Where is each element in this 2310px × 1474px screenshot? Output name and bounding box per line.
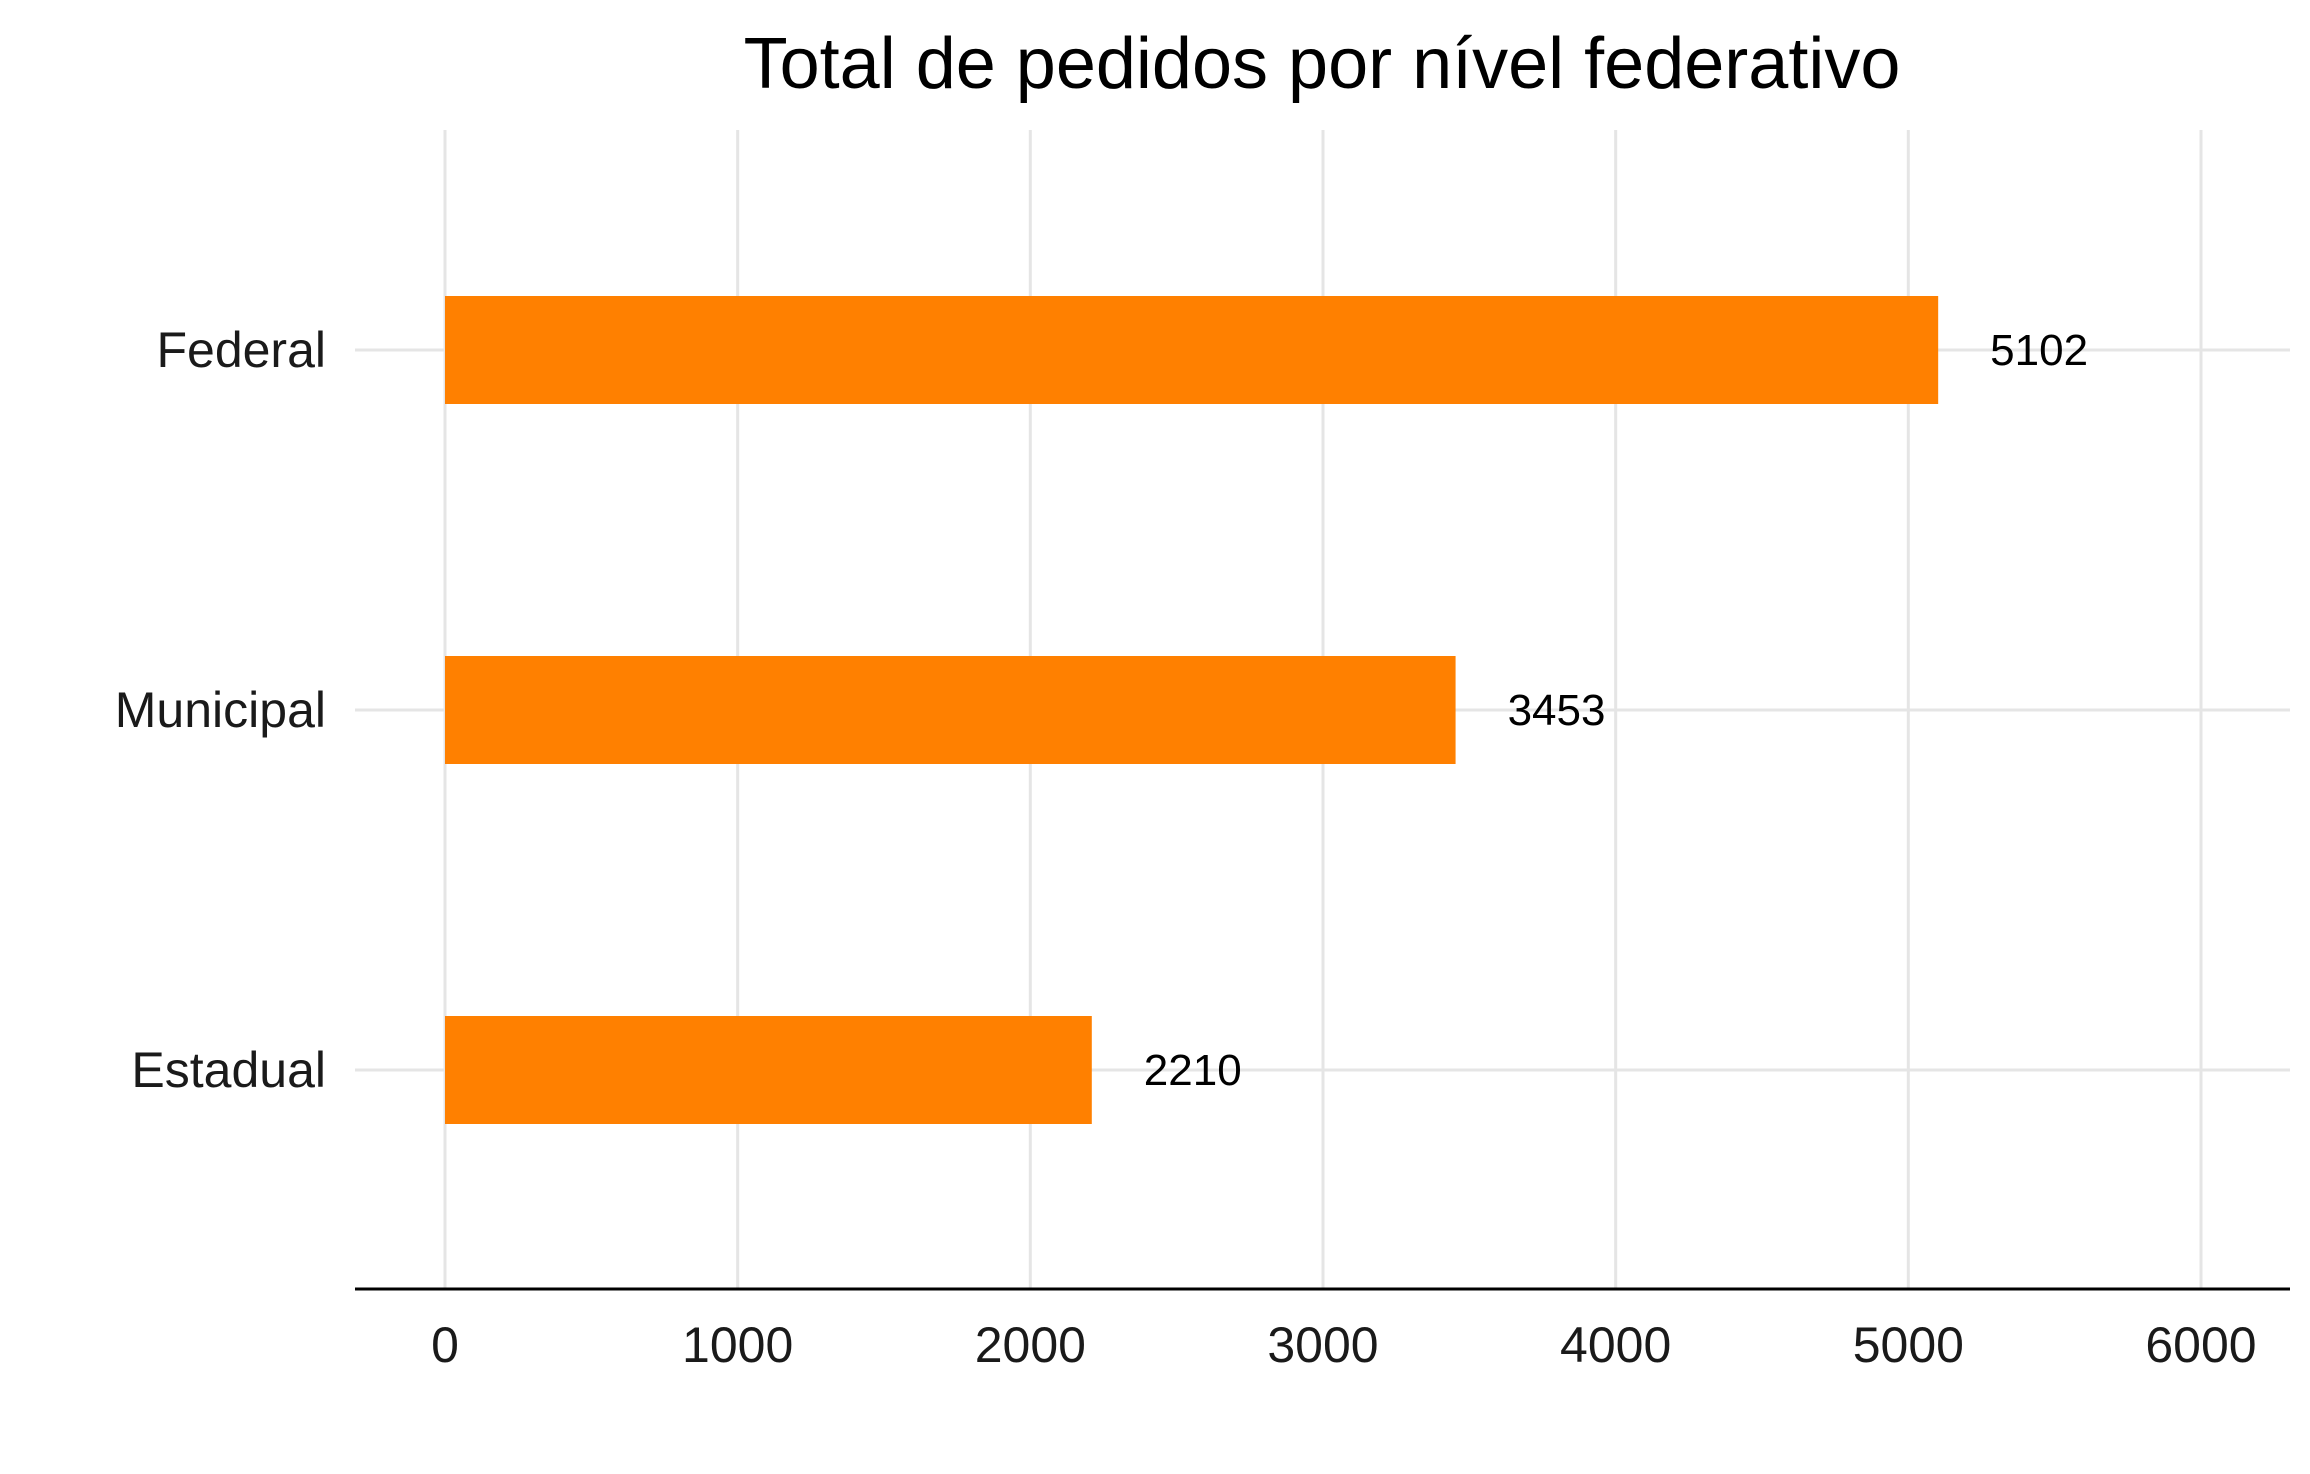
x-tick-label: 4000	[1560, 1317, 1671, 1373]
data-label-estadual: 2210	[1144, 1046, 1242, 1095]
x-tick-label: 1000	[682, 1317, 793, 1373]
data-label-federal: 5102	[1990, 326, 2088, 375]
category-label-federal: Federal	[156, 322, 326, 378]
x-tick-label: 5000	[1853, 1317, 1964, 1373]
category-label-municipal: Municipal	[115, 682, 326, 738]
bar-municipal	[445, 656, 1456, 764]
x-tick-label: 3000	[1267, 1317, 1378, 1373]
x-tick-label: 0	[431, 1317, 459, 1373]
chart-title: Total de pedidos por nível federativo	[744, 24, 1901, 104]
category-label-estadual: Estadual	[131, 1042, 326, 1098]
data-label-municipal: 3453	[1508, 686, 1606, 735]
x-axis-tick-labels: 0 1000 2000 3000 4000 5000 6000	[431, 1317, 2257, 1373]
bar-layer	[445, 296, 1939, 1124]
x-tick-label: 2000	[975, 1317, 1086, 1373]
x-tick-label: 6000	[2145, 1317, 2256, 1373]
bar-estadual	[445, 1016, 1092, 1124]
category-axis-labels: Federal Municipal Estadual	[115, 322, 326, 1098]
data-label-layer: 5102 3453 2210	[1144, 326, 2088, 1095]
bar-federal	[445, 296, 1939, 404]
